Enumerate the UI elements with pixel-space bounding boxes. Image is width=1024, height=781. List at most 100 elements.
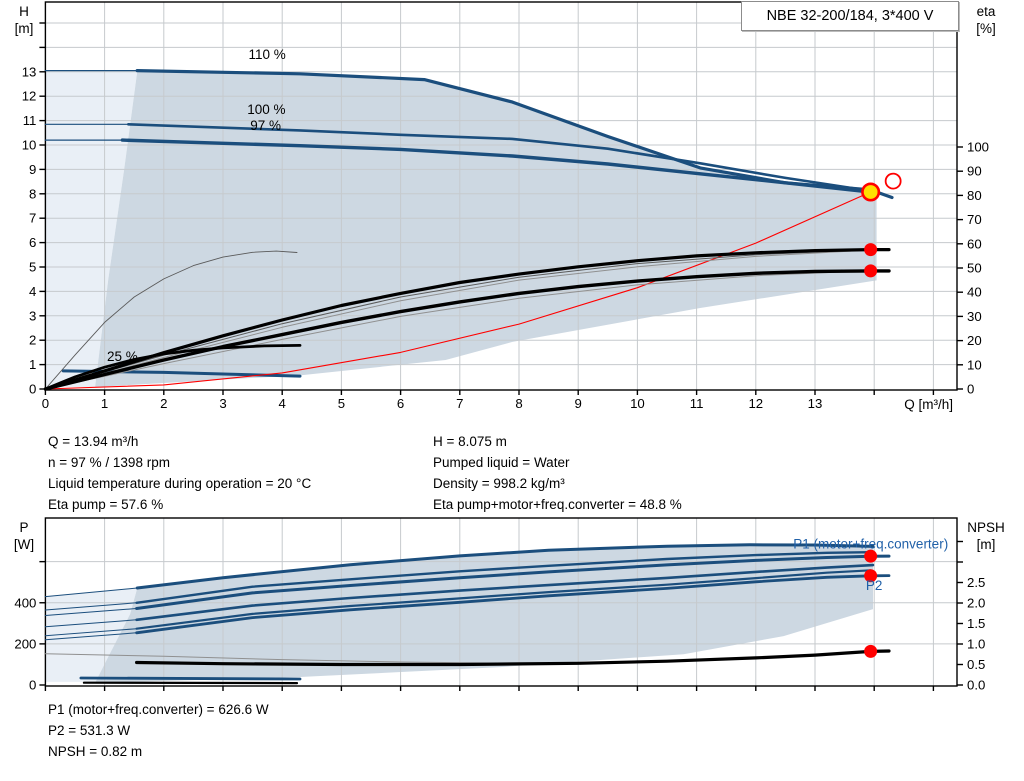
p-25-blue xyxy=(79,676,302,681)
info-npsh: NPSH = 0.82 m xyxy=(48,744,143,759)
npsh-axis-bracket: [m] xyxy=(976,537,996,552)
x-axis-title: Q [m³/h] xyxy=(904,397,953,412)
p-axis-bracket: [W] xyxy=(13,537,35,552)
curve-label: 25 % xyxy=(107,349,138,364)
tick-label: 30 xyxy=(967,309,982,324)
info-p2: P2 = 531.3 W xyxy=(48,723,131,738)
tick-label: 5 xyxy=(338,396,345,411)
tick-label: 200 xyxy=(14,636,36,651)
npsh-axis-symbol: NPSH xyxy=(967,520,1005,535)
tick-label: 70 xyxy=(967,212,982,227)
tick-label: 3 xyxy=(29,308,36,323)
tick-label: 2.0 xyxy=(967,596,985,611)
tick-label: 13 xyxy=(22,64,37,79)
tick-label: 12 xyxy=(22,89,37,104)
tick-label: 1.5 xyxy=(967,616,985,631)
eta-axis-symbol: eta xyxy=(976,4,996,19)
allowed-region-light xyxy=(45,71,138,388)
plot-border xyxy=(44,517,958,687)
p2-110 xyxy=(135,563,875,622)
p2-point xyxy=(864,569,878,583)
duty-info-left: Q = 13.94 m³/h n = 97 % / 1398 rpm Liqui… xyxy=(48,431,311,515)
power-npsh-chart: P1 (motor+freq.converter) P2 0 200 400 0.0 0.5… xyxy=(14,517,985,693)
p1-110 xyxy=(135,543,875,590)
info-density: Density = 998.2 kg/m³ xyxy=(433,476,565,491)
eta-total-companion xyxy=(44,271,846,390)
tick-label: 0.0 xyxy=(967,678,985,693)
p1-97 xyxy=(135,554,891,610)
eta-25-total xyxy=(44,344,302,391)
tick-label: 2.5 xyxy=(967,575,985,590)
p1-100-minflow xyxy=(44,602,138,611)
info-eta-total: Eta pump+motor+freq.converter = 48.8 % xyxy=(433,497,682,512)
tick-label: 8 xyxy=(29,186,36,201)
tick-label: 50 xyxy=(967,261,982,276)
h-axis-bracket: [m] xyxy=(14,21,34,36)
tick-label: 0 xyxy=(29,678,36,693)
tick-label: 9 xyxy=(29,162,36,177)
info-eta-pump: Eta pump = 57.6 % xyxy=(48,497,164,512)
info-liquid-temp: Liquid temperature during operation = 20… xyxy=(48,476,312,491)
tick-label: 7 xyxy=(29,211,36,226)
qh-25 xyxy=(61,369,302,378)
tick-label: 10 xyxy=(22,138,37,153)
info-p1: P1 (motor+freq.converter) = 626.6 W xyxy=(48,702,269,717)
operating-envelope xyxy=(95,545,874,683)
tick-label: 80 xyxy=(967,188,982,203)
tick-label: 60 xyxy=(967,236,982,251)
npsh-axis-unit: NPSH [m] xyxy=(956,519,1016,553)
p2-100-minflow xyxy=(44,628,138,637)
tick-label: 4 xyxy=(279,396,286,411)
tick-label: 90 xyxy=(967,164,982,179)
qh-eta-chart: 110 %100 %97 %25 %0123456789101112130102… xyxy=(22,1,989,412)
eta-total xyxy=(43,269,891,391)
eta-25-pump xyxy=(44,250,298,390)
duty-info-right: H = 8.075 m Pumped liquid = Water Densit… xyxy=(433,431,682,515)
eta-pump xyxy=(43,248,891,391)
npsh-point xyxy=(864,644,878,658)
tick-label: 400 xyxy=(14,595,36,610)
system-curve xyxy=(44,191,872,390)
p2-97-minflow xyxy=(44,632,138,641)
power-info: P1 (motor+freq.converter) = 626.6 W P2 =… xyxy=(48,699,269,762)
tick-label: 8 xyxy=(515,396,522,411)
operating-envelope xyxy=(95,71,877,388)
tick-label: 1.0 xyxy=(967,637,985,652)
info-speed: n = 97 % / 1398 rpm xyxy=(48,455,170,470)
eta-total-point xyxy=(864,264,878,278)
tick-label: 4 xyxy=(29,284,36,299)
tick-label: 0 xyxy=(967,382,974,397)
pump-model-badge: NBE 32-200/184, 3*400 V xyxy=(741,1,959,31)
tick-label: 2 xyxy=(160,396,167,411)
tick-label: 0.5 xyxy=(967,657,985,672)
tick-label: 100 xyxy=(967,140,989,155)
tick-label: 0 xyxy=(42,396,49,411)
tick-label: 40 xyxy=(967,285,982,300)
tick-label: 0 xyxy=(29,382,36,397)
curve-label: P2 xyxy=(866,578,883,593)
tick-label: 20 xyxy=(967,333,982,348)
eta-pump-point xyxy=(864,243,878,257)
alternative-point-ring xyxy=(884,172,902,190)
h-axis-symbol: H xyxy=(19,4,29,19)
tick-label: 3 xyxy=(219,396,226,411)
tick-label: 10 xyxy=(630,396,645,411)
tick-label: 13 xyxy=(808,396,823,411)
tick-label: 2 xyxy=(29,333,36,348)
eta-axis-unit: eta [%] xyxy=(963,3,1009,37)
allowed-region-light xyxy=(45,588,138,682)
p-axis-unit: P [W] xyxy=(4,519,44,553)
tick-label: 5 xyxy=(29,260,36,275)
p1-point xyxy=(864,549,878,563)
duty-point-marker[interactable] xyxy=(861,182,881,202)
curve-label: P1 (motor+freq.converter) xyxy=(793,536,948,551)
curve-label: 110 % xyxy=(248,47,285,62)
p1-110-minflow xyxy=(44,587,138,598)
info-flow: Q = 13.94 m³/h xyxy=(48,434,139,449)
tick-label: 7 xyxy=(456,396,463,411)
qh-100 xyxy=(127,123,872,193)
info-pumped-liquid: Pumped liquid = Water xyxy=(433,455,570,470)
curve-label: 100 % xyxy=(247,102,285,117)
tick-label: 11 xyxy=(23,113,37,128)
